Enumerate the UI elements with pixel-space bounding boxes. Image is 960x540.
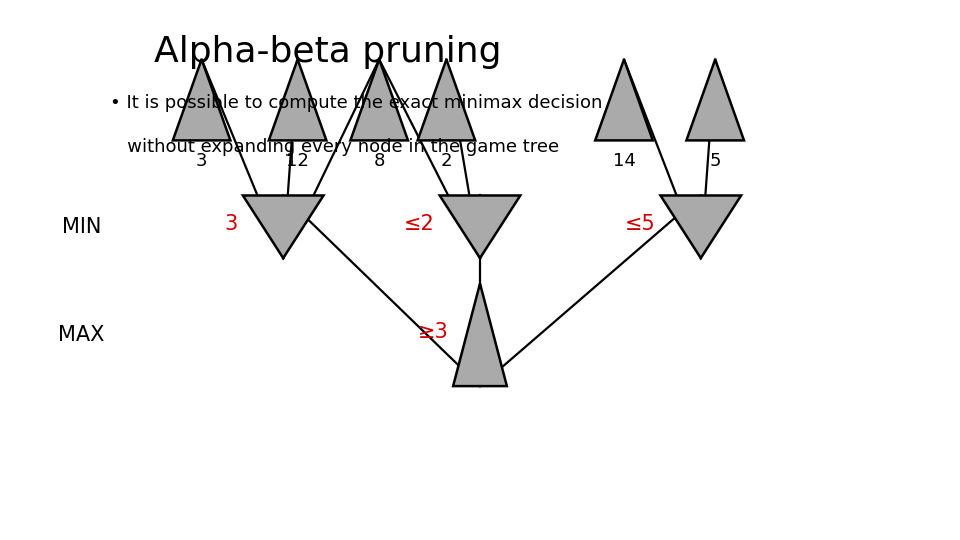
Text: without expanding every node in the game tree: without expanding every node in the game… xyxy=(110,138,560,156)
Text: MIN: MIN xyxy=(61,217,102,237)
Text: 12: 12 xyxy=(286,152,309,171)
Polygon shape xyxy=(173,59,230,140)
Text: 2: 2 xyxy=(441,152,452,171)
Polygon shape xyxy=(686,59,744,140)
Text: ≥3: ≥3 xyxy=(418,322,448,342)
Text: Alpha-beta pruning: Alpha-beta pruning xyxy=(154,35,501,69)
Text: 3: 3 xyxy=(225,214,238,234)
Polygon shape xyxy=(453,284,507,386)
Text: ≤2: ≤2 xyxy=(404,214,435,234)
Text: 3: 3 xyxy=(196,152,207,171)
Polygon shape xyxy=(595,59,653,140)
Polygon shape xyxy=(660,195,741,258)
Text: • It is possible to compute the exact minimax decision: • It is possible to compute the exact mi… xyxy=(110,94,603,112)
Polygon shape xyxy=(440,195,520,258)
Text: 8: 8 xyxy=(373,152,385,171)
Polygon shape xyxy=(243,195,324,258)
Polygon shape xyxy=(418,59,475,140)
Text: ≤5: ≤5 xyxy=(625,214,656,234)
Polygon shape xyxy=(269,59,326,140)
Polygon shape xyxy=(350,59,408,140)
Text: MAX: MAX xyxy=(59,325,105,345)
Text: 14: 14 xyxy=(612,152,636,171)
Text: 5: 5 xyxy=(709,152,721,171)
